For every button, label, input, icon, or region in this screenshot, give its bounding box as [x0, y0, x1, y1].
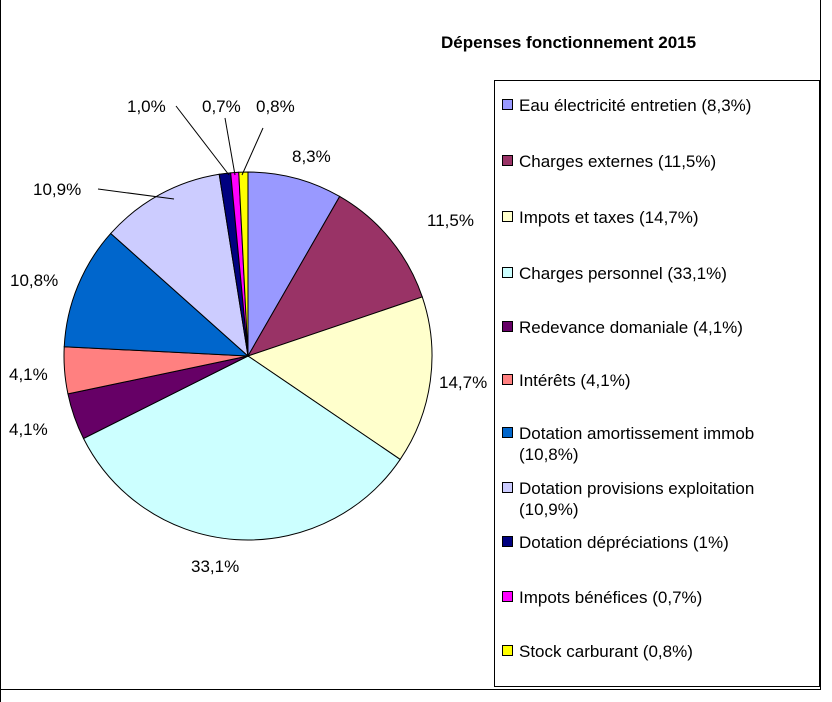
pie-slice [246, 195, 423, 357]
legend-label: Dotation amortissement immob (10,8%) [519, 424, 755, 464]
legend-label: Intérêts (4,1%) [519, 371, 631, 390]
legend-label: Dotation dépréciations (1%) [519, 533, 729, 552]
pie-slice [82, 355, 401, 541]
legend-item: Redevance domaniale (4,1%) [502, 317, 814, 338]
legend-item: Dotation provisions exploitation (10,9%) [502, 478, 814, 520]
slice-data-label: 33,1% [191, 557, 239, 576]
legend-item: Stock carburant (0,8%) [502, 641, 814, 662]
chart-frame [0, 0, 821, 690]
slice-data-label: 11,5% [427, 211, 474, 230]
slice-data-label: 4,1% [9, 420, 48, 439]
legend-swatch [502, 645, 513, 656]
legend-item: Impots bénéfices (0,7%) [502, 587, 814, 608]
legend-item: Charges personnel (33,1%) [502, 263, 814, 284]
pie-slice [247, 171, 341, 358]
pie-slice [63, 232, 250, 357]
legend-swatch [502, 267, 513, 278]
legend-swatch [502, 99, 513, 110]
chart-frame-left-border [0, 0, 1, 702]
slice-data-label: 0,8% [256, 97, 295, 116]
slice-data-label: 14,7% [439, 373, 487, 392]
legend-swatch [502, 482, 513, 493]
legend-item: Intérêts (4,1%) [502, 370, 814, 391]
slice-leader-line [97, 188, 175, 200]
slice-leader-line [175, 105, 230, 176]
legend-label: Impots et taxes (14,7%) [519, 208, 699, 227]
pie-slice [246, 296, 433, 461]
legend-label: Stock carburant (0,8%) [519, 642, 693, 661]
legend-label: Impots bénéfices (0,7%) [519, 588, 703, 607]
slice-data-label: 10,8% [10, 271, 58, 290]
legend-item: Dotation dépréciations (1%) [502, 532, 814, 553]
slice-data-label: 0,7% [202, 97, 241, 116]
legend-label: Charges personnel (33,1%) [519, 264, 727, 283]
legend-swatch [502, 591, 513, 602]
slice-leader-line [241, 127, 264, 176]
slice-data-label: 10,9% [33, 180, 81, 199]
legend-swatch [502, 321, 513, 332]
chart-legend: Eau électricité entretien (8,3%) Charges … [494, 80, 820, 687]
legend-swatch [502, 427, 513, 438]
slice-leader-line [224, 117, 236, 176]
legend-swatch [502, 211, 513, 222]
legend-label: Eau électricité entretien (8,3%) [519, 96, 752, 115]
legend-swatch [502, 536, 513, 547]
legend-item: Eau électricité entretien (8,3%) [502, 95, 814, 116]
legend-label: Redevance domaniale (4,1%) [519, 318, 743, 337]
legend-item: Charges externes (11,5%) [502, 151, 814, 172]
legend-item: Impots et taxes (14,7%) [502, 207, 814, 228]
slice-data-label: 8,3% [292, 147, 331, 166]
legend-label: Dotation provisions exploitation (10,9%) [519, 479, 755, 519]
slice-data-label: 1,0% [127, 97, 166, 116]
chart-title: Dépenses fonctionnement 2015 [441, 33, 697, 52]
pie-slice [110, 173, 249, 358]
legend-item: Dotation amortissement immob (10,8%) [502, 423, 814, 465]
legend-label: Charges externes (11,5%) [519, 152, 717, 171]
legend-swatch [502, 374, 513, 385]
legend-swatch [502, 155, 513, 166]
slice-data-label: 4,1% [9, 365, 48, 384]
